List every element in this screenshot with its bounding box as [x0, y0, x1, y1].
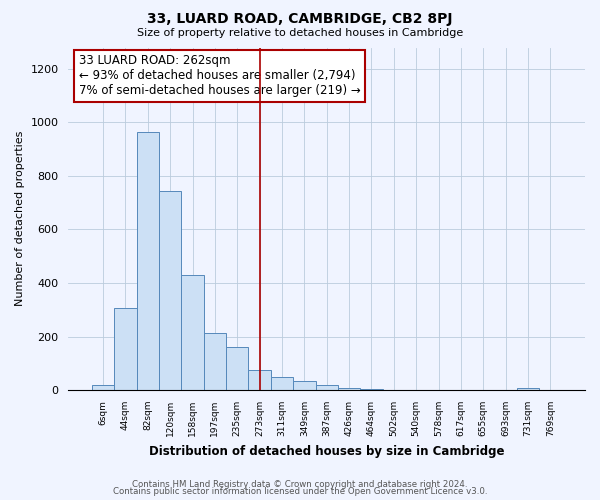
X-axis label: Distribution of detached houses by size in Cambridge: Distribution of detached houses by size …	[149, 444, 505, 458]
Bar	[517, 388, 539, 390]
Bar	[226, 347, 248, 390]
Bar	[159, 190, 181, 390]
Bar	[181, 275, 204, 390]
Bar	[248, 370, 271, 390]
Bar	[271, 376, 293, 390]
Text: Contains HM Land Registry data © Crown copyright and database right 2024.: Contains HM Land Registry data © Crown c…	[132, 480, 468, 489]
Bar	[114, 308, 137, 390]
Bar	[338, 388, 360, 390]
Text: 33 LUARD ROAD: 262sqm
← 93% of detached houses are smaller (2,794)
7% of semi-de: 33 LUARD ROAD: 262sqm ← 93% of detached …	[79, 54, 361, 98]
Bar	[316, 386, 338, 390]
Text: Size of property relative to detached houses in Cambridge: Size of property relative to detached ho…	[137, 28, 463, 38]
Text: Contains public sector information licensed under the Open Government Licence v3: Contains public sector information licen…	[113, 488, 487, 496]
Text: 33, LUARD ROAD, CAMBRIDGE, CB2 8PJ: 33, LUARD ROAD, CAMBRIDGE, CB2 8PJ	[147, 12, 453, 26]
Y-axis label: Number of detached properties: Number of detached properties	[15, 131, 25, 306]
Bar	[293, 381, 316, 390]
Bar	[92, 384, 114, 390]
Bar	[204, 332, 226, 390]
Bar	[137, 132, 159, 390]
